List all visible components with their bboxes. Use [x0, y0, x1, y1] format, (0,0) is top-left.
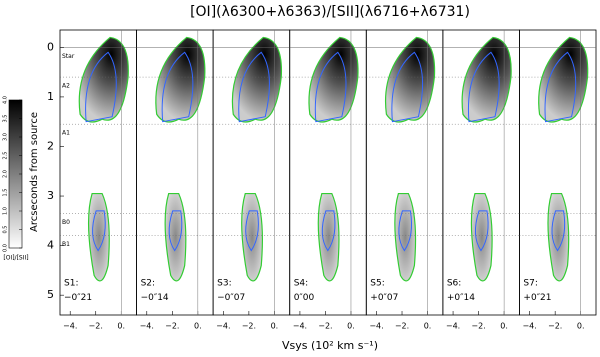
panel-offset: −0″07: [217, 293, 245, 303]
contour: [321, 210, 336, 252]
marker-label: B1: [62, 241, 70, 248]
x-tick-label: −4.: [369, 322, 383, 331]
x-tick-label: −4.: [446, 322, 460, 331]
contour: [314, 51, 347, 123]
contour: [544, 51, 577, 123]
y-tick-label: 3: [47, 189, 54, 202]
colorbar-tick-label: 2.5: [3, 152, 9, 160]
x-tick-label: −2.: [548, 322, 562, 331]
x-tick-label: 0.: [577, 322, 585, 331]
marker-label: A2: [62, 83, 70, 90]
chart-title: [OI](λ6300+λ6363)/[SII](λ6716+λ6731): [190, 4, 470, 20]
contour: [92, 210, 106, 252]
panel-name: S7:: [523, 278, 537, 288]
lower-emission: [394, 192, 417, 282]
panel-offset: 0″00: [294, 293, 315, 303]
contour: [551, 210, 566, 252]
y-tick-label: 0: [47, 40, 54, 53]
panel-offset: +0″14: [447, 293, 475, 303]
contour: [238, 51, 270, 123]
upper-emission: [78, 36, 129, 123]
lower-emission: [164, 192, 187, 282]
contour: [467, 51, 500, 123]
colorbar-tick-label: 0.0: [3, 244, 9, 252]
x-tick-label: 0.: [347, 322, 355, 331]
panel-offset: +0″21: [523, 293, 551, 303]
colorbar-tick-label: 1.5: [3, 189, 9, 197]
x-tick-label: 0.: [117, 322, 125, 331]
x-tick-label: 0.: [500, 322, 508, 331]
lower-emission: [87, 192, 110, 282]
x-tick-label: 0.: [424, 322, 432, 331]
upper-emission: [308, 36, 359, 123]
panel-name: S3:: [217, 278, 231, 288]
upper-emission: [155, 36, 206, 123]
x-tick-label: −4.: [522, 322, 536, 331]
lower-emission: [470, 192, 493, 282]
x-tick-label: −2.: [165, 322, 179, 331]
upper-emission: [461, 36, 512, 123]
contour: [391, 51, 424, 123]
panel-name: S2:: [141, 278, 155, 288]
x-tick-label: −2.: [242, 322, 256, 331]
colorbar-tick-label: 1.0: [3, 207, 9, 215]
contour: [168, 210, 183, 252]
upper-emission: [538, 36, 589, 123]
y-tick-label: 5: [47, 288, 54, 301]
y-tick-label: 2: [47, 139, 54, 152]
x-tick-label: −4.: [216, 322, 230, 331]
y-axis-label: Arcseconds from source: [29, 112, 40, 232]
marker-label: Star: [62, 53, 75, 60]
panel-frame: [519, 29, 597, 316]
x-tick-label: −4.: [293, 322, 307, 331]
panel-offset: −0″21: [64, 293, 92, 303]
x-tick-label: 0.: [271, 322, 279, 331]
lower-emission: [241, 192, 263, 282]
contour: [474, 210, 489, 252]
lower-emission: [317, 192, 340, 282]
contour: [398, 210, 413, 252]
colorbar-tick-label: 0.5: [3, 226, 9, 234]
x-tick-label: −2.: [471, 322, 485, 331]
marker-label: A1: [62, 130, 70, 137]
lower-emission: [547, 192, 570, 282]
panel-name: S1:: [64, 278, 78, 288]
x-tick-label: −2.: [318, 322, 332, 331]
panel-name: S6:: [447, 278, 461, 288]
colorbar-tick-label: 2.0: [3, 170, 9, 178]
x-tick-label: −4.: [140, 322, 154, 331]
upper-emission: [385, 36, 436, 123]
panel-name: S4:: [294, 278, 308, 288]
x-tick-label: −4.: [63, 322, 77, 331]
colorbar-tick-label: 3.0: [3, 133, 9, 141]
colorbar-tick-label: 3.5: [3, 115, 9, 123]
upper-emission: [231, 36, 283, 123]
colorbar-label: [OI]/[SII]: [3, 255, 28, 262]
x-tick-label: 0.: [194, 322, 202, 331]
x-tick-label: −2.: [89, 322, 103, 331]
y-tick-label: 4: [47, 239, 54, 252]
colorbar-tick-label: 4.0: [3, 96, 9, 104]
y-tick-label: 1: [47, 90, 54, 103]
panel-offset: −0″14: [141, 293, 169, 303]
x-axis-label: Vsys (10² km s⁻¹): [282, 339, 378, 352]
contour: [161, 51, 194, 123]
x-tick-label: −2.: [395, 322, 409, 331]
contour: [245, 210, 259, 252]
contour: [85, 51, 117, 123]
panel-name: S5:: [370, 278, 384, 288]
panel-offset: +0″07: [370, 293, 398, 303]
marker-label: B0: [62, 219, 70, 226]
